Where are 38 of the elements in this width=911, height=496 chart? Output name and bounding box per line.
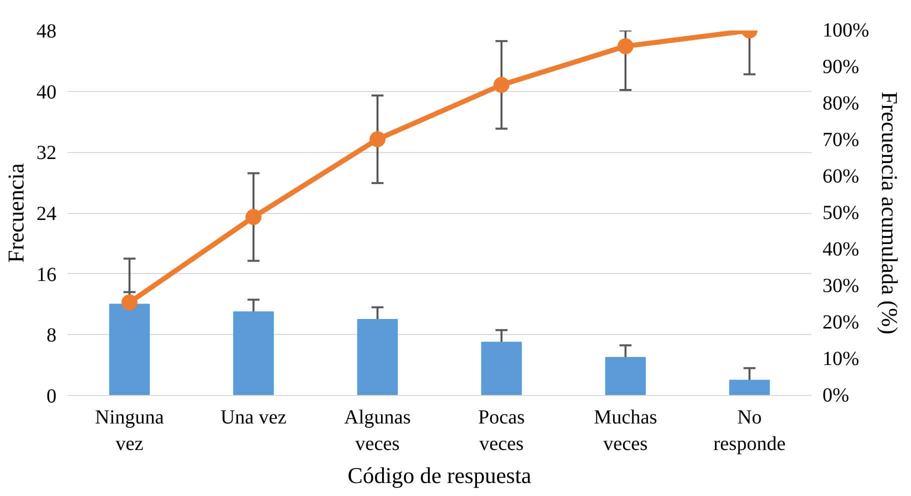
- y2-tick-label: 70%: [822, 129, 860, 151]
- bar: [233, 311, 274, 396]
- y2-tick-label: 90%: [822, 56, 860, 78]
- y-axis-title: Frecuencia: [4, 163, 28, 263]
- y2-tick-label: 0%: [822, 384, 850, 406]
- point: [618, 38, 634, 54]
- bar: [481, 342, 522, 396]
- x-tick-label: Una vez: [220, 406, 287, 428]
- point: [246, 209, 262, 225]
- y2-tick-label: 20%: [822, 312, 860, 334]
- x-axis-title: Código de respuesta: [348, 462, 532, 488]
- y-tick-label: 40: [36, 81, 56, 104]
- y2-tick-label: 50%: [822, 202, 860, 224]
- bar: [729, 380, 770, 396]
- point: [370, 131, 386, 148]
- bar: [357, 318, 398, 396]
- y-tick-label: 24: [36, 203, 56, 225]
- point: [494, 76, 510, 93]
- y2-tick-label: 30%: [822, 275, 860, 297]
- bar: [109, 304, 150, 396]
- point: [122, 294, 138, 310]
- y-tick-label: 32: [36, 142, 56, 164]
- y-tick-label: 0: [46, 386, 56, 408]
- y-tick-label: 16: [36, 264, 56, 286]
- x-tick-label: Ninguna vez: [95, 406, 164, 455]
- x-tick-label: Algunas veces: [344, 406, 412, 455]
- y2-tick-label: 60%: [822, 166, 860, 188]
- y2-tick-label: 10%: [822, 348, 860, 370]
- y-tick-label: 48: [36, 20, 56, 42]
- x-tick-label: Muchas veces: [594, 406, 658, 455]
- x-tick-label: Pocas veces: [478, 406, 526, 455]
- y2-tick-label: 40%: [822, 238, 860, 260]
- y-tick-label: 8: [46, 324, 56, 347]
- bar: [605, 356, 646, 396]
- x-tick-label: No responde: [713, 406, 786, 455]
- y2-tick-label: 80%: [822, 92, 860, 114]
- y2-tick-label: 100%: [822, 20, 870, 42]
- y2-axis-title: Frecuencia acumulada (%): [877, 92, 902, 334]
